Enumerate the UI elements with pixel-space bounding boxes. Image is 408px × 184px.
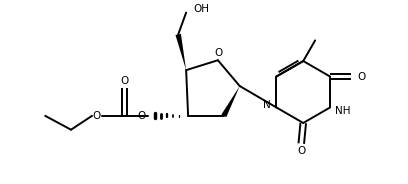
Polygon shape [175,34,186,70]
Text: O: O [215,49,223,59]
Text: N: N [263,100,271,111]
Text: O: O [137,111,145,121]
Text: OH: OH [193,4,209,14]
Text: NH: NH [335,106,350,116]
Text: O: O [93,111,101,121]
Polygon shape [222,86,240,117]
Text: O: O [120,76,129,86]
Text: O: O [358,72,366,82]
Text: O: O [297,146,305,156]
